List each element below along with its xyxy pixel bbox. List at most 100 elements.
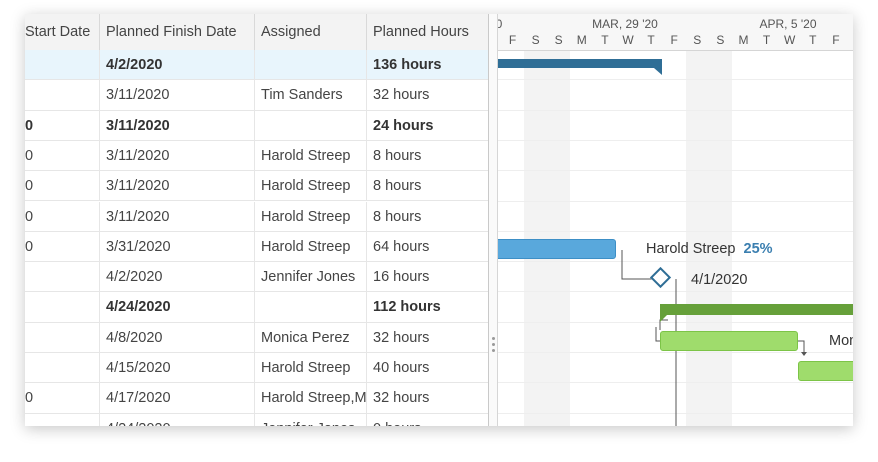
assigned-cell[interactable]: Harold Streep	[255, 140, 367, 171]
task-bar-label: Harold Streep 25%	[646, 241, 773, 257]
table-row[interactable]: 4/2/2020 Jennifer Jones 16 hours	[25, 262, 488, 293]
planned-hours-cell[interactable]: 136 hours	[373, 57, 442, 73]
start-date-cell[interactable]	[25, 353, 100, 383]
table-row[interactable]: 0 3/11/2020 24 hours	[25, 110, 488, 141]
planned-finish-date-cell[interactable]: 4/15/2020	[100, 353, 255, 383]
day-label: F	[832, 33, 840, 47]
column-header-planned-finish-date[interactable]: Planned Finish Date	[100, 14, 255, 50]
planned-hours-cell[interactable]: 32 hours	[373, 329, 430, 346]
day-label: W	[622, 33, 634, 47]
table-row[interactable]: 4/24/2020 112 hours	[25, 292, 488, 323]
timeline-leading-label: 0	[498, 17, 503, 31]
milestone-date-label: 4/1/2020	[691, 272, 748, 288]
column-header-assigned[interactable]: Assigned	[255, 14, 367, 50]
summary-bar-start-marker	[660, 315, 667, 322]
column-header-start-date[interactable]: Start Date	[25, 14, 100, 50]
day-label: S	[531, 33, 540, 47]
task-bar[interactable]	[660, 331, 798, 351]
planned-finish-date-cell[interactable]: 4/2/2020	[100, 262, 255, 293]
assigned-cell[interactable]	[255, 110, 367, 141]
row-gridline	[498, 139, 853, 141]
day-label: M	[738, 33, 749, 47]
splitter-grip-dot	[492, 349, 495, 352]
planned-hours-cell[interactable]: 24 hours	[373, 117, 434, 134]
start-date-cell[interactable]: 0	[25, 110, 100, 141]
start-date-cell[interactable]	[25, 80, 100, 111]
planned-hours-cell[interactable]: 32 hours	[373, 390, 430, 407]
row-gridline	[498, 200, 853, 202]
task-assignee-label: Harold Streep	[646, 241, 736, 257]
task-bar[interactable]	[798, 361, 853, 381]
week-label: MAR, 29 '20	[592, 17, 658, 31]
start-date-cell[interactable]	[25, 413, 100, 426]
planned-finish-date-cell[interactable]: 4/17/2020	[100, 383, 255, 414]
table-row[interactable]: 4/15/2020 Harold Streep 40 hours	[25, 353, 488, 384]
row-gridline	[498, 170, 853, 172]
assigned-cell[interactable]: Monica Perez	[255, 322, 367, 353]
day-label: T	[762, 33, 771, 47]
start-date-cell[interactable]: 0	[25, 383, 100, 414]
grid-header: Start Date Planned Finish Date Assigned …	[25, 14, 488, 51]
table-row[interactable]: 0 3/11/2020 Harold Streep 8 hours	[25, 201, 488, 232]
day-label: S	[554, 33, 563, 47]
planned-finish-date-cell[interactable]: 4/24/2020	[100, 292, 255, 323]
planned-finish-date-cell[interactable]: 3/11/2020	[100, 140, 255, 171]
summary-bar-project[interactable]	[498, 59, 662, 68]
task-bar[interactable]	[498, 239, 616, 259]
planned-hours-cell[interactable]: 64 hours	[373, 238, 430, 255]
assigned-cell[interactable]	[255, 292, 367, 323]
assigned-cell[interactable]: Harold Streep	[255, 201, 367, 232]
planned-hours-cell[interactable]: 8 hours	[373, 208, 422, 225]
table-row[interactable]: 3/11/2020 Tim Sanders 32 hours	[25, 80, 488, 111]
day-label: S	[693, 33, 702, 47]
row-gridline	[498, 261, 853, 263]
assigned-cell[interactable]	[255, 50, 367, 80]
pane-splitter[interactable]	[488, 14, 498, 426]
planned-hours-cell[interactable]: 112 hours	[373, 299, 441, 316]
assigned-cell[interactable]: Harold Streep	[255, 353, 367, 383]
start-date-cell[interactable]	[25, 50, 100, 80]
assigned-cell[interactable]: Jennifer Jones	[255, 262, 367, 293]
planned-hours-cell[interactable]: 8 hours	[373, 147, 422, 164]
start-date-cell[interactable]: 0	[25, 171, 100, 202]
day-label: T	[809, 33, 817, 47]
table-row[interactable]: 0 3/11/2020 Harold Streep 8 hours	[25, 171, 488, 202]
planned-finish-date-cell[interactable]: 3/11/2020	[100, 80, 255, 111]
planned-hours-cell[interactable]: 0 hours	[367, 414, 488, 426]
start-date-cell[interactable]: 0	[25, 201, 100, 232]
planned-hours-cell[interactable]: 32 hours	[373, 87, 430, 104]
assigned-cell[interactable]: Jennifer Jones	[255, 413, 367, 426]
planned-hours-cell[interactable]: 16 hours	[373, 269, 430, 286]
planned-finish-date-cell[interactable]: 3/11/2020	[100, 110, 255, 141]
column-header-planned-hours[interactable]: Planned Hours	[373, 24, 469, 40]
task-bar-label: Mon	[829, 333, 853, 349]
summary-bar-phase[interactable]	[660, 304, 853, 315]
planned-finish-date-cell[interactable]: 3/31/2020	[100, 231, 255, 262]
assigned-cell[interactable]: Harold Streep	[255, 171, 367, 202]
row-gridline	[498, 109, 853, 111]
planned-finish-date-cell[interactable]: 4/2/2020	[100, 50, 255, 80]
start-date-cell[interactable]	[25, 262, 100, 293]
assigned-cell[interactable]: Harold Streep	[255, 231, 367, 262]
planned-hours-cell[interactable]: 8 hours	[373, 178, 422, 195]
start-date-cell[interactable]: 0	[25, 140, 100, 171]
day-label: M	[576, 33, 587, 47]
start-date-cell[interactable]: 0	[25, 231, 100, 262]
planned-finish-date-cell[interactable]: 3/11/2020	[100, 201, 255, 232]
planned-finish-date-cell[interactable]: 3/11/2020	[100, 171, 255, 202]
table-row[interactable]: 4/2/2020 136 hours	[25, 50, 488, 81]
planned-hours-cell[interactable]: 40 hours	[373, 360, 430, 376]
assigned-cell[interactable]: Harold Streep,Monica Perez	[255, 383, 367, 414]
start-date-cell[interactable]	[25, 292, 100, 323]
table-row[interactable]: 0 3/31/2020 Harold Streep 64 hours	[25, 231, 488, 263]
planned-finish-date-cell[interactable]: 4/24/2020	[100, 413, 255, 426]
day-label: T	[601, 33, 609, 47]
table-row[interactable]: 4/8/2020 Monica Perez 32 hours	[25, 322, 488, 353]
assigned-cell[interactable]: Tim Sanders	[255, 80, 367, 111]
planned-finish-date-cell[interactable]: 4/8/2020	[100, 322, 255, 353]
gantt-chart-frame: Start Date Planned Finish Date Assigned …	[25, 14, 853, 426]
start-date-cell[interactable]	[25, 322, 100, 353]
table-row[interactable]: 0 3/11/2020 Harold Streep 8 hours	[25, 140, 488, 172]
